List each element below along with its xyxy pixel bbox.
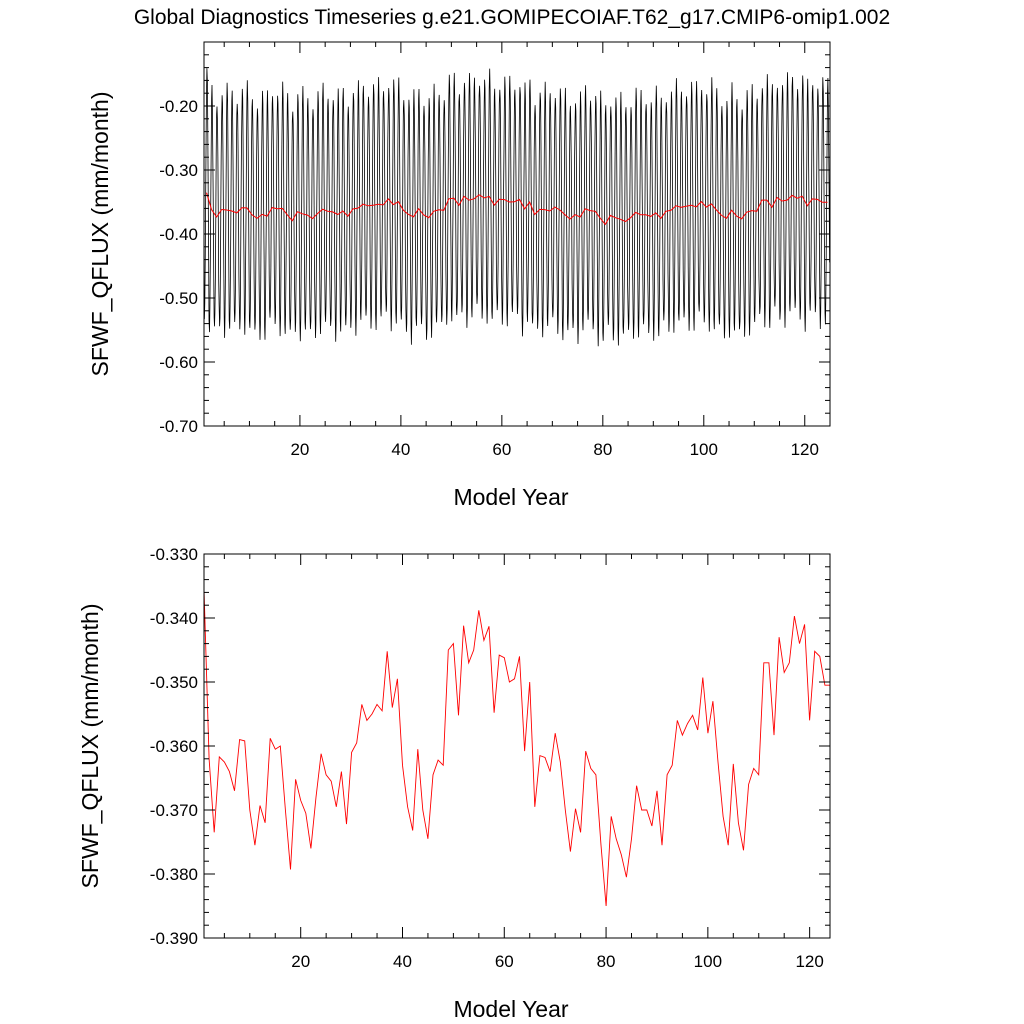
monthly-series-line xyxy=(203,68,830,347)
bottom-plot-frame xyxy=(203,553,831,939)
y-tick-label: -0.50 xyxy=(159,289,198,308)
top-y-axis-title: SFWF_QFLUX (mm/month) xyxy=(87,92,113,377)
x-tick-label: 20 xyxy=(291,952,310,971)
top-panel: 20 40 60 80 100 120 -0.70 -0.60 -0.50 -0.40 -0.30 -… xyxy=(87,41,831,510)
y-tick-label: -0.390 xyxy=(150,929,198,948)
top-x-axis-title: Model Year xyxy=(453,484,568,510)
y-tick-label: -0.350 xyxy=(150,673,198,692)
x-tick-label: 20 xyxy=(290,440,309,459)
bottom-y-axis-title: SFWF_QFLUX (mm/month) xyxy=(77,604,103,889)
x-tick-label: 80 xyxy=(597,952,616,971)
y-tick-label: -0.60 xyxy=(159,353,198,372)
x-tick-label: 100 xyxy=(694,952,722,971)
x-tick-label: 60 xyxy=(495,952,514,971)
bottom-panel: 20 40 60 80 100 120 -0.390 -0.380 -0.370 -0.360 -0… xyxy=(77,545,831,1022)
annual-mean-series-line xyxy=(203,589,830,907)
chart-title: Global Diagnostics Timeseries g.e21.GOMI… xyxy=(134,6,890,29)
x-tick-label: 60 xyxy=(492,440,511,459)
y-tick-label: -0.380 xyxy=(150,865,198,884)
x-tick-label: 40 xyxy=(393,952,412,971)
x-tick-label: 120 xyxy=(795,952,823,971)
x-tick-label: 40 xyxy=(391,440,410,459)
x-tick-label: 120 xyxy=(791,440,819,459)
bottom-x-axis-title: Model Year xyxy=(453,996,568,1022)
y-tick-label: -0.20 xyxy=(159,97,198,116)
y-tick-label: -0.330 xyxy=(150,545,198,564)
y-tick-label: -0.30 xyxy=(159,161,198,180)
x-tick-label: 100 xyxy=(690,440,718,459)
annual-mean-series-line xyxy=(206,192,828,226)
y-tick-label: -0.40 xyxy=(159,225,198,244)
y-tick-label: -0.340 xyxy=(150,609,198,628)
y-tick-label: -0.370 xyxy=(150,801,198,820)
y-tick-label: -0.360 xyxy=(150,737,198,756)
y-tick-label: -0.70 xyxy=(159,417,198,436)
x-tick-label: 80 xyxy=(593,440,612,459)
